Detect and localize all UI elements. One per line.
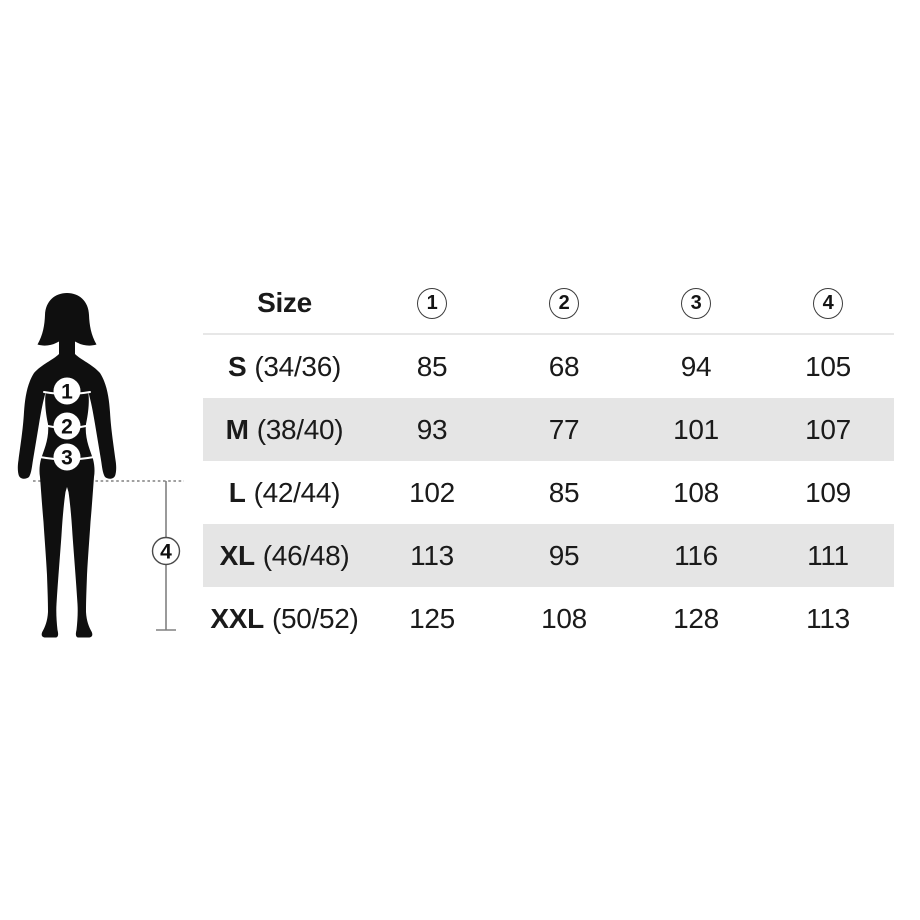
size-label-s: S (34/36): [227, 350, 341, 382]
table-row-l: L (42/44) 102 85 108 109: [203, 461, 894, 524]
size-label-l: L (42/44): [228, 476, 341, 508]
size-table-header-row: Size 1 2 3 4: [203, 273, 894, 335]
value-s-2: 68: [548, 350, 580, 382]
size-label-m: M (38/40): [225, 413, 344, 445]
value-xl-4: 111: [807, 539, 849, 571]
bust-marker-number: 1: [61, 381, 73, 404]
inseam-marker-number: 4: [160, 541, 172, 564]
size-label-xxl: XXL (50/52): [210, 602, 359, 634]
circled-number-2-icon: 2: [549, 287, 579, 319]
value-xl-2: 95: [548, 539, 580, 571]
value-xl-1: 113: [410, 539, 454, 571]
circled-number-4-icon: 4: [813, 287, 843, 319]
circled-number-1-icon: 1: [417, 287, 447, 319]
value-m-4: 107: [805, 413, 851, 445]
measure-column-header-2: 2: [498, 287, 630, 319]
value-l-4: 109: [805, 476, 851, 508]
bust-marker-circle: [53, 377, 81, 405]
inseam-marker-circle: [151, 536, 181, 566]
value-s-1: 85: [416, 350, 448, 382]
waist-marker-circle: [53, 412, 81, 440]
size-label-xl: XL (46/48): [219, 539, 350, 571]
measure-column-header-1: 1: [366, 287, 498, 319]
value-xxl-4: 113: [806, 602, 850, 634]
measurement-figure: 1 2 3 4: [0, 270, 200, 660]
value-s-4: 105: [805, 350, 851, 382]
hip-marker-circle: [53, 443, 81, 471]
value-l-2: 85: [548, 476, 580, 508]
value-l-1: 102: [409, 476, 455, 508]
circled-number-3-icon: 3: [681, 287, 711, 319]
table-row-xxl: XXL (50/52) 125 108 128 113: [203, 587, 894, 650]
female-silhouette-graphic: 1 2 3 4: [17, 293, 184, 638]
value-xl-3: 116: [674, 539, 718, 571]
hip-marker-number: 3: [61, 447, 73, 470]
table-row-xl: XL (46/48) 113 95 116 111: [203, 524, 894, 587]
value-m-1: 93: [416, 413, 448, 445]
waist-marker-number: 2: [61, 416, 73, 439]
measure-column-header-3: 3: [630, 287, 762, 319]
value-l-3: 108: [673, 476, 719, 508]
value-s-3: 94: [680, 350, 712, 382]
value-xxl-3: 128: [673, 602, 719, 634]
value-xxl-2: 108: [541, 602, 587, 634]
value-m-2: 77: [548, 413, 580, 445]
table-row-m: M (38/40) 93 77 101 107: [203, 398, 894, 461]
size-table: Size 1 2 3 4 S (34/36) 85 68 94 105 M (3…: [203, 273, 894, 650]
table-row-s: S (34/36) 85 68 94 105: [203, 335, 894, 398]
size-column-header: Size: [257, 287, 312, 318]
value-m-3: 101: [673, 413, 719, 445]
measure-column-header-4: 4: [762, 287, 894, 319]
value-xxl-1: 125: [409, 602, 455, 634]
